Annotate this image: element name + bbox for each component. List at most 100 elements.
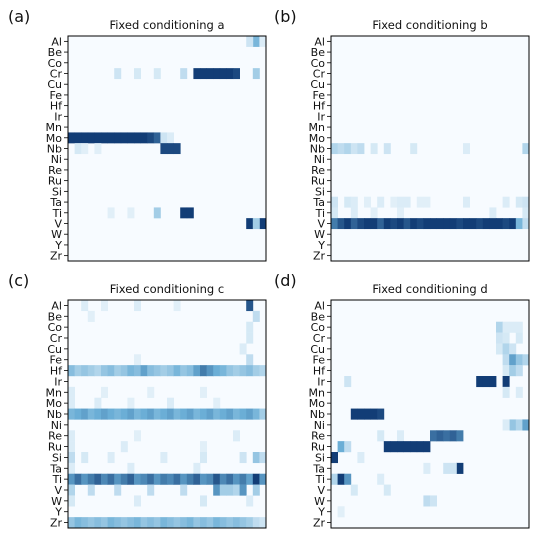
heatmap-cell xyxy=(397,441,404,453)
heatmap-cell xyxy=(522,207,530,219)
heatmap-cell xyxy=(114,473,122,485)
heatmap-cell xyxy=(233,408,240,420)
heatmap-cell xyxy=(68,517,75,529)
heatmap-cell xyxy=(200,517,207,529)
heatmap-cell xyxy=(509,218,517,230)
heatmap-cell xyxy=(101,132,108,144)
y-tick-label: W xyxy=(314,228,325,241)
heatmap-cell xyxy=(226,473,234,485)
heatmap-cell xyxy=(423,441,431,453)
y-tick-label: Cr xyxy=(50,68,63,81)
y-tick-label: Si xyxy=(315,451,325,464)
heatmap-cell xyxy=(331,143,338,155)
heatmap-cell xyxy=(350,196,358,208)
heatmap-cell xyxy=(81,143,89,155)
heatmap-cell xyxy=(502,376,510,388)
y-tick-label: V xyxy=(317,218,325,231)
heatmap-cell xyxy=(344,196,352,208)
heatmap-cell xyxy=(107,408,115,420)
heatmap-cell xyxy=(160,132,168,144)
heatmap-cell xyxy=(370,143,378,155)
heatmap-cell xyxy=(456,430,464,442)
y-tick-label: Ir xyxy=(317,110,325,123)
panel-title: Fixed conditioning b xyxy=(372,18,487,32)
heatmap-cell xyxy=(259,408,267,420)
heatmap-cell xyxy=(357,452,365,464)
heatmap-cell xyxy=(127,132,135,144)
heatmap-cell xyxy=(167,365,174,377)
heatmap-cell xyxy=(81,517,89,529)
heatmap-cell xyxy=(167,408,174,420)
y-tick-label: Cr xyxy=(313,332,326,345)
heatmap-cell xyxy=(515,332,523,344)
heatmap-cell xyxy=(377,473,385,485)
y-tick-label: Al xyxy=(51,35,62,48)
y-tick-label: Al xyxy=(314,35,325,48)
heatmap-cell xyxy=(390,196,398,208)
heatmap-cell xyxy=(140,517,148,529)
heatmap-cell xyxy=(436,430,444,442)
heatmap-cell xyxy=(219,68,227,80)
heatmap-cell xyxy=(200,68,207,80)
heatmap-cell xyxy=(114,408,122,420)
heatmap-cell xyxy=(502,196,510,208)
heatmap-cell xyxy=(515,365,523,377)
heatmap-cell xyxy=(377,196,385,208)
heatmap-cell xyxy=(213,408,221,420)
heatmap-cell xyxy=(337,218,345,230)
heatmap-cell xyxy=(153,68,161,80)
y-tick-label: Co xyxy=(48,57,63,70)
heatmap-cell xyxy=(127,517,135,529)
heatmap-cell xyxy=(430,430,437,442)
panel-title: Fixed conditioning a xyxy=(109,18,224,32)
heatmap-cell xyxy=(476,218,484,230)
y-tick-label: Mo xyxy=(309,397,325,410)
heatmap-cell xyxy=(370,408,378,420)
y-tick-label: Zr xyxy=(50,517,63,530)
heatmap-cell xyxy=(331,207,338,219)
heatmap-cell xyxy=(337,143,345,155)
panel-label: (b) xyxy=(274,7,297,26)
heatmap-cell xyxy=(239,408,247,420)
heatmap-cell xyxy=(153,517,161,529)
heatmap-cell xyxy=(482,218,490,230)
heatmap-cell xyxy=(200,386,207,398)
heatmap-cell xyxy=(443,462,451,474)
y-tick-label: V xyxy=(317,484,325,497)
heatmap-cell xyxy=(114,365,122,377)
y-tick-label: Nb xyxy=(310,143,325,156)
heatmap-cell xyxy=(153,365,161,377)
heatmap-cell xyxy=(87,365,95,377)
heatmap-cell xyxy=(259,473,267,485)
y-tick-label: Ta xyxy=(312,196,325,209)
heatmap-cell xyxy=(134,300,141,312)
heatmap-cell xyxy=(206,473,214,485)
heatmap-cell xyxy=(173,408,181,420)
heatmap-cell xyxy=(134,408,141,420)
heatmap-cell xyxy=(246,517,254,529)
heatmap-cell xyxy=(167,397,174,409)
heatmap-cell xyxy=(81,365,89,377)
heatmap-cell xyxy=(259,517,267,529)
panel-title: Fixed conditioning d xyxy=(372,282,487,296)
y-tick-label: W xyxy=(51,228,62,241)
heatmap-cell xyxy=(350,484,358,496)
heatmap-cell xyxy=(502,386,510,398)
panel-label: (d) xyxy=(274,271,297,290)
y-tick-label: Ti xyxy=(52,207,62,220)
heatmap-cell xyxy=(239,452,247,464)
heatmap-cell xyxy=(377,218,385,230)
y-tick-label: Hf xyxy=(313,100,326,113)
y-tick-label: Zr xyxy=(313,250,326,263)
heatmap-cell xyxy=(200,495,207,507)
heatmap-cell xyxy=(515,321,523,333)
heatmap-cell xyxy=(331,196,338,208)
heatmap-cell xyxy=(246,321,254,333)
heatmap-cell xyxy=(101,473,108,485)
y-tick-label: Re xyxy=(48,164,62,177)
heatmap-cell xyxy=(127,462,135,474)
heatmap-cell xyxy=(344,376,352,388)
heatmap-cell xyxy=(410,218,418,230)
heatmap-cell xyxy=(160,452,168,464)
y-tick-label: Ni xyxy=(314,153,325,166)
